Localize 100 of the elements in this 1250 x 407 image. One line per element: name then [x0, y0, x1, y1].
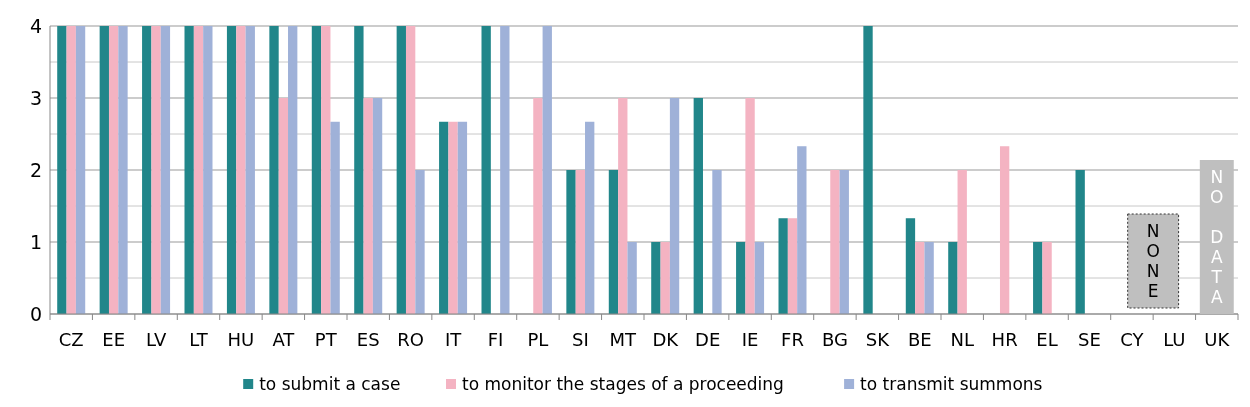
bar — [693, 98, 703, 314]
x-tick-label: EE — [102, 329, 126, 350]
bar — [278, 98, 289, 314]
bar — [830, 170, 840, 314]
annotation: NONE — [1143, 221, 1164, 301]
bar — [311, 26, 322, 314]
bar — [203, 26, 213, 314]
x-tick-label: CY — [1120, 329, 1145, 350]
bar — [396, 26, 406, 314]
bar — [533, 98, 543, 314]
x-tick-label: AT — [272, 329, 296, 350]
bar — [75, 26, 86, 314]
bar — [542, 26, 552, 314]
y-tick-label: 4 — [29, 14, 42, 37]
bar — [618, 98, 628, 314]
bar — [905, 218, 916, 314]
bar — [948, 242, 958, 314]
x-tick-label: LV — [145, 329, 167, 350]
bar — [575, 170, 586, 314]
x-tick-label: BG — [821, 329, 848, 350]
y-tick-label: 2 — [29, 158, 42, 181]
legend-label: to transmit summons — [860, 374, 1043, 394]
x-tick-label: SI — [571, 329, 589, 350]
x-tick-label: CZ — [58, 329, 84, 350]
x-tick-label: DE — [695, 329, 721, 350]
x-tick-label: NL — [950, 329, 974, 350]
bar — [160, 26, 171, 314]
bar — [863, 26, 873, 314]
bar — [142, 26, 152, 314]
x-tick-label: LT — [189, 329, 209, 350]
bar — [566, 170, 576, 314]
bar — [839, 170, 849, 314]
bar — [330, 121, 340, 314]
x-tick-label: SK — [865, 329, 891, 350]
annotation: NO DATA — [1206, 167, 1227, 307]
bar — [669, 98, 680, 314]
bar — [1075, 170, 1085, 314]
legend-label: to monitor the stages of a proceeding — [462, 374, 784, 394]
x-tick-label: IE — [741, 329, 759, 350]
bar — [118, 26, 128, 314]
bar — [321, 26, 331, 314]
x-tick-label: LU — [1163, 329, 1186, 350]
bar — [1042, 242, 1052, 314]
bar — [439, 121, 449, 314]
bar — [288, 26, 298, 314]
bar — [372, 98, 383, 314]
bar — [651, 242, 661, 314]
y-tick-label: 1 — [29, 230, 42, 253]
x-tick-label: IT — [444, 329, 463, 350]
x-tick-label: HR — [991, 329, 1018, 350]
x-tick-label: HU — [227, 329, 255, 350]
bar — [787, 218, 798, 314]
x-tick-label: UK — [1204, 329, 1231, 350]
bar — [448, 121, 458, 314]
bar — [924, 242, 934, 314]
bar — [269, 26, 279, 314]
bar — [754, 242, 765, 314]
bar — [745, 98, 755, 314]
y-tick-label: 3 — [29, 86, 42, 109]
bar — [778, 218, 788, 314]
bar — [457, 121, 468, 314]
x-tick-label: BE — [907, 329, 932, 350]
bar — [500, 26, 510, 314]
bar — [736, 242, 746, 314]
bar — [797, 146, 807, 314]
bar — [245, 26, 255, 314]
bar — [99, 26, 109, 314]
bar — [415, 170, 425, 314]
x-tick-label: DK — [652, 329, 680, 350]
bar — [957, 170, 967, 314]
bar — [184, 26, 194, 314]
x-tick-label: FI — [487, 329, 504, 350]
x-tick-label: MT — [609, 329, 638, 350]
x-tick-label: ES — [356, 329, 380, 350]
bar — [585, 121, 595, 314]
bar — [1033, 242, 1043, 314]
bar — [226, 26, 237, 314]
bar — [236, 26, 246, 314]
x-tick-label: FR — [781, 329, 804, 350]
bar — [627, 242, 637, 314]
bar — [354, 26, 364, 314]
x-tick-label: EL — [1036, 329, 1058, 350]
bar — [405, 26, 416, 314]
x-tick-label: SE — [1078, 329, 1101, 350]
bar — [660, 242, 670, 314]
bar — [57, 26, 67, 314]
bar — [915, 242, 925, 314]
x-tick-label: PL — [527, 329, 549, 350]
bar — [66, 26, 76, 314]
bar — [999, 146, 1010, 314]
bar — [108, 26, 119, 314]
bar — [193, 26, 204, 314]
x-tick-label: PT — [314, 329, 338, 350]
x-tick-label: RO — [397, 329, 424, 350]
bar — [363, 98, 373, 314]
bar — [481, 26, 491, 314]
bar — [608, 170, 619, 314]
bar — [712, 170, 722, 314]
legend-label: to submit a case — [259, 374, 401, 394]
y-tick-label: 0 — [29, 302, 42, 325]
